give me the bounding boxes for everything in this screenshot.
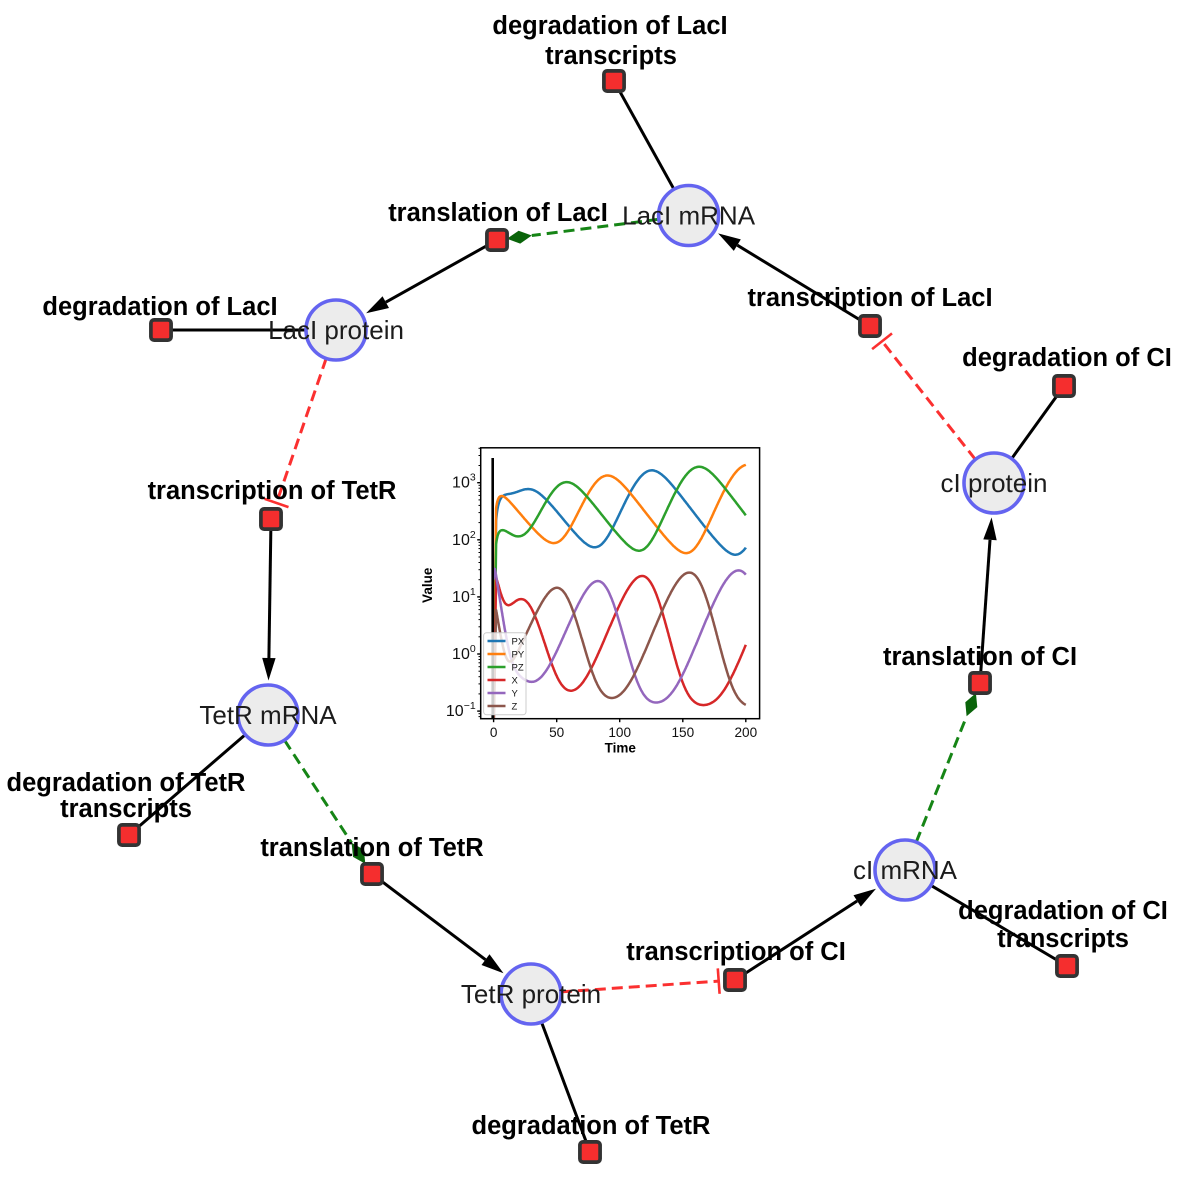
svg-text:transcripts: transcripts xyxy=(545,42,677,70)
svg-text:transcripts: transcripts xyxy=(60,795,192,823)
svg-text:transcripts: transcripts xyxy=(997,925,1129,953)
svg-text:translation of LacI: translation of LacI xyxy=(388,199,608,227)
svg-text:Value: Value xyxy=(420,567,435,603)
svg-text:degradation of CI: degradation of CI xyxy=(958,897,1168,925)
svg-text:PX: PX xyxy=(512,637,525,648)
svg-text:degradation of TetR: degradation of TetR xyxy=(7,769,246,797)
svg-text:translation of CI: translation of CI xyxy=(883,643,1077,671)
svg-text:Y: Y xyxy=(512,689,519,700)
svg-text:transcription of LacI: transcription of LacI xyxy=(747,284,992,312)
svg-text:PY: PY xyxy=(512,650,525,661)
svg-text:cI protein: cI protein xyxy=(941,468,1048,498)
svg-text:cI mRNA: cI mRNA xyxy=(853,855,958,885)
svg-text:degradation of TetR: degradation of TetR xyxy=(472,1112,711,1140)
svg-text:PZ: PZ xyxy=(512,663,524,674)
svg-text:X: X xyxy=(512,676,519,687)
svg-text:LacI mRNA: LacI mRNA xyxy=(622,201,756,231)
svg-text:100: 100 xyxy=(608,725,631,740)
svg-text:transcription of TetR: transcription of TetR xyxy=(148,477,397,505)
svg-text:LacI protein: LacI protein xyxy=(268,315,404,345)
svg-text:TetR mRNA: TetR mRNA xyxy=(199,700,337,730)
svg-text:50: 50 xyxy=(549,725,565,740)
svg-text:degradation of LacI: degradation of LacI xyxy=(42,293,277,321)
svg-text:0: 0 xyxy=(490,725,498,740)
svg-text:150: 150 xyxy=(671,725,694,740)
svg-text:translation of TetR: translation of TetR xyxy=(260,834,483,862)
svg-text:TetR protein: TetR protein xyxy=(461,979,601,1009)
svg-text:degradation of CI: degradation of CI xyxy=(962,344,1172,372)
svg-text:degradation of LacI: degradation of LacI xyxy=(492,12,727,40)
svg-text:Time: Time xyxy=(605,741,637,756)
svg-text:transcription of CI: transcription of CI xyxy=(626,938,846,966)
svg-text:200: 200 xyxy=(734,725,757,740)
svg-text:Z: Z xyxy=(512,702,518,713)
